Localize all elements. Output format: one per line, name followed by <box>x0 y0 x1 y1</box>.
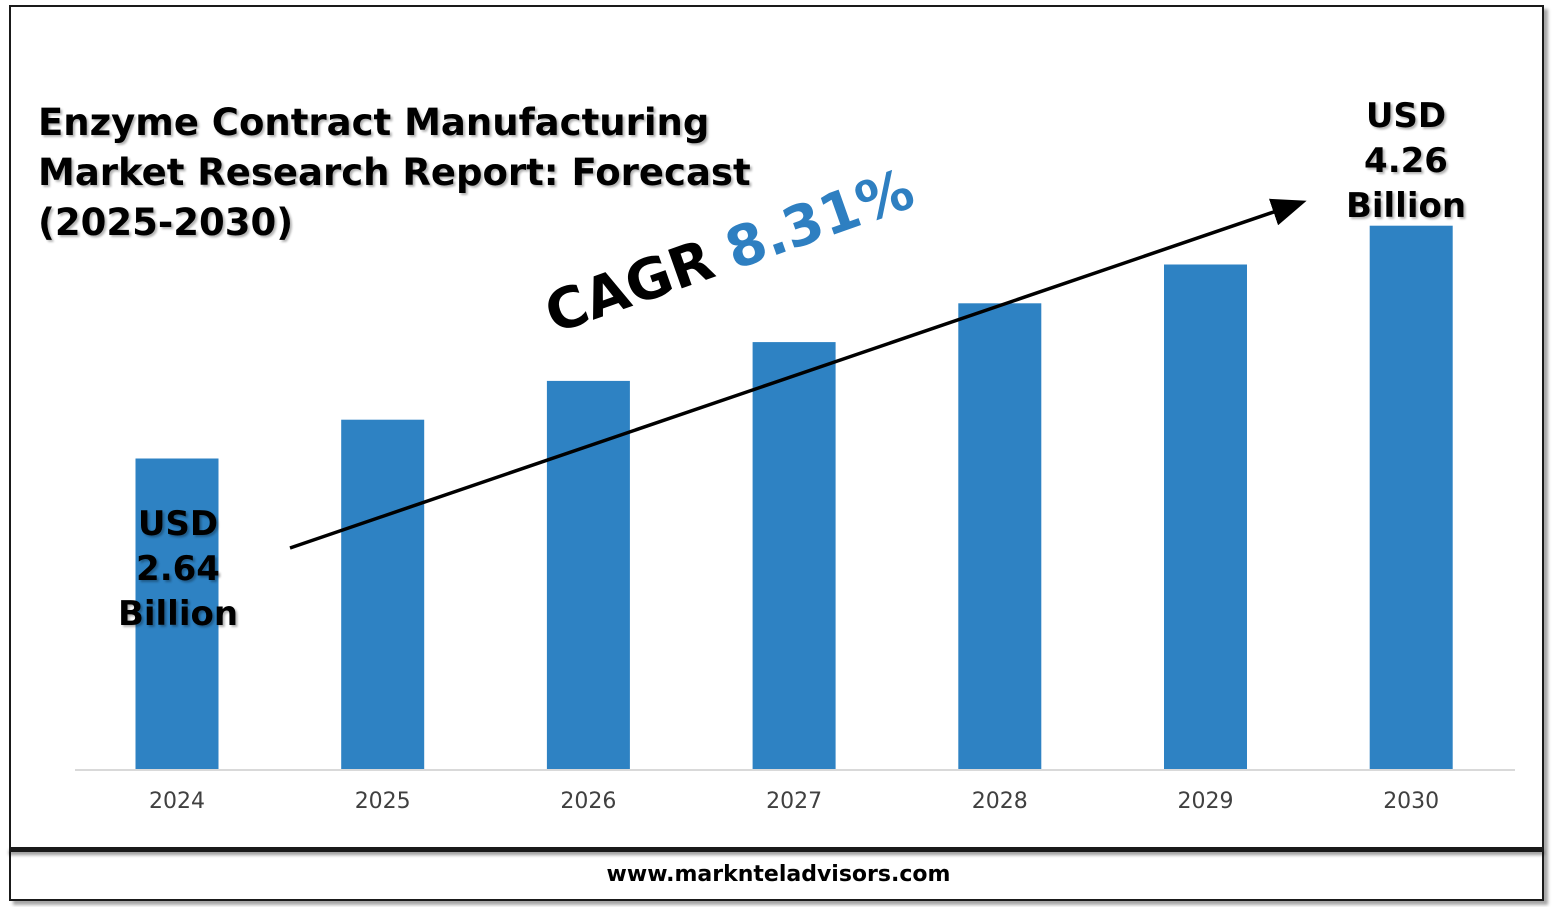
footer-divider <box>9 847 1544 852</box>
x-tick-label-2028: 2028 <box>972 789 1028 814</box>
end-currency: USD <box>1365 96 1447 136</box>
x-tick-label-2029: 2029 <box>1178 789 1234 814</box>
x-tick-label-2024: 2024 <box>149 789 205 814</box>
x-tick-labels: 2024 2025 2026 2027 2028 2029 2030 <box>149 789 1439 814</box>
end-value: 4.26 <box>1364 141 1448 181</box>
x-tick-label-2027: 2027 <box>766 789 822 814</box>
bar-2025 <box>341 419 425 769</box>
x-tick-label-2030: 2030 <box>1383 789 1439 814</box>
x-tick-label-2025: 2025 <box>355 789 411 814</box>
footer-website: www.marknteladvisors.com <box>606 862 951 887</box>
bar-2026 <box>546 380 630 769</box>
end-unit: Billion <box>1345 186 1467 226</box>
bar-2028 <box>958 303 1042 769</box>
start-unit: Billion <box>117 594 239 634</box>
growth-arrow <box>289 198 1307 550</box>
chart-title: Enzyme Contract Manufacturing Market Res… <box>38 101 751 244</box>
x-tick-label-2026: 2026 <box>560 789 616 814</box>
bar-2029 <box>1164 264 1247 769</box>
start-currency: USD <box>137 504 219 544</box>
bar-2024 <box>135 458 219 769</box>
bar-2027 <box>752 342 836 769</box>
bars-group <box>135 225 1453 769</box>
bar-2030 <box>1369 225 1453 769</box>
start-value: 2.64 <box>136 549 220 589</box>
start-value-label: USD 2.64 Billion <box>108 502 248 637</box>
end-value-label: USD 4.26 Billion <box>1336 94 1476 229</box>
